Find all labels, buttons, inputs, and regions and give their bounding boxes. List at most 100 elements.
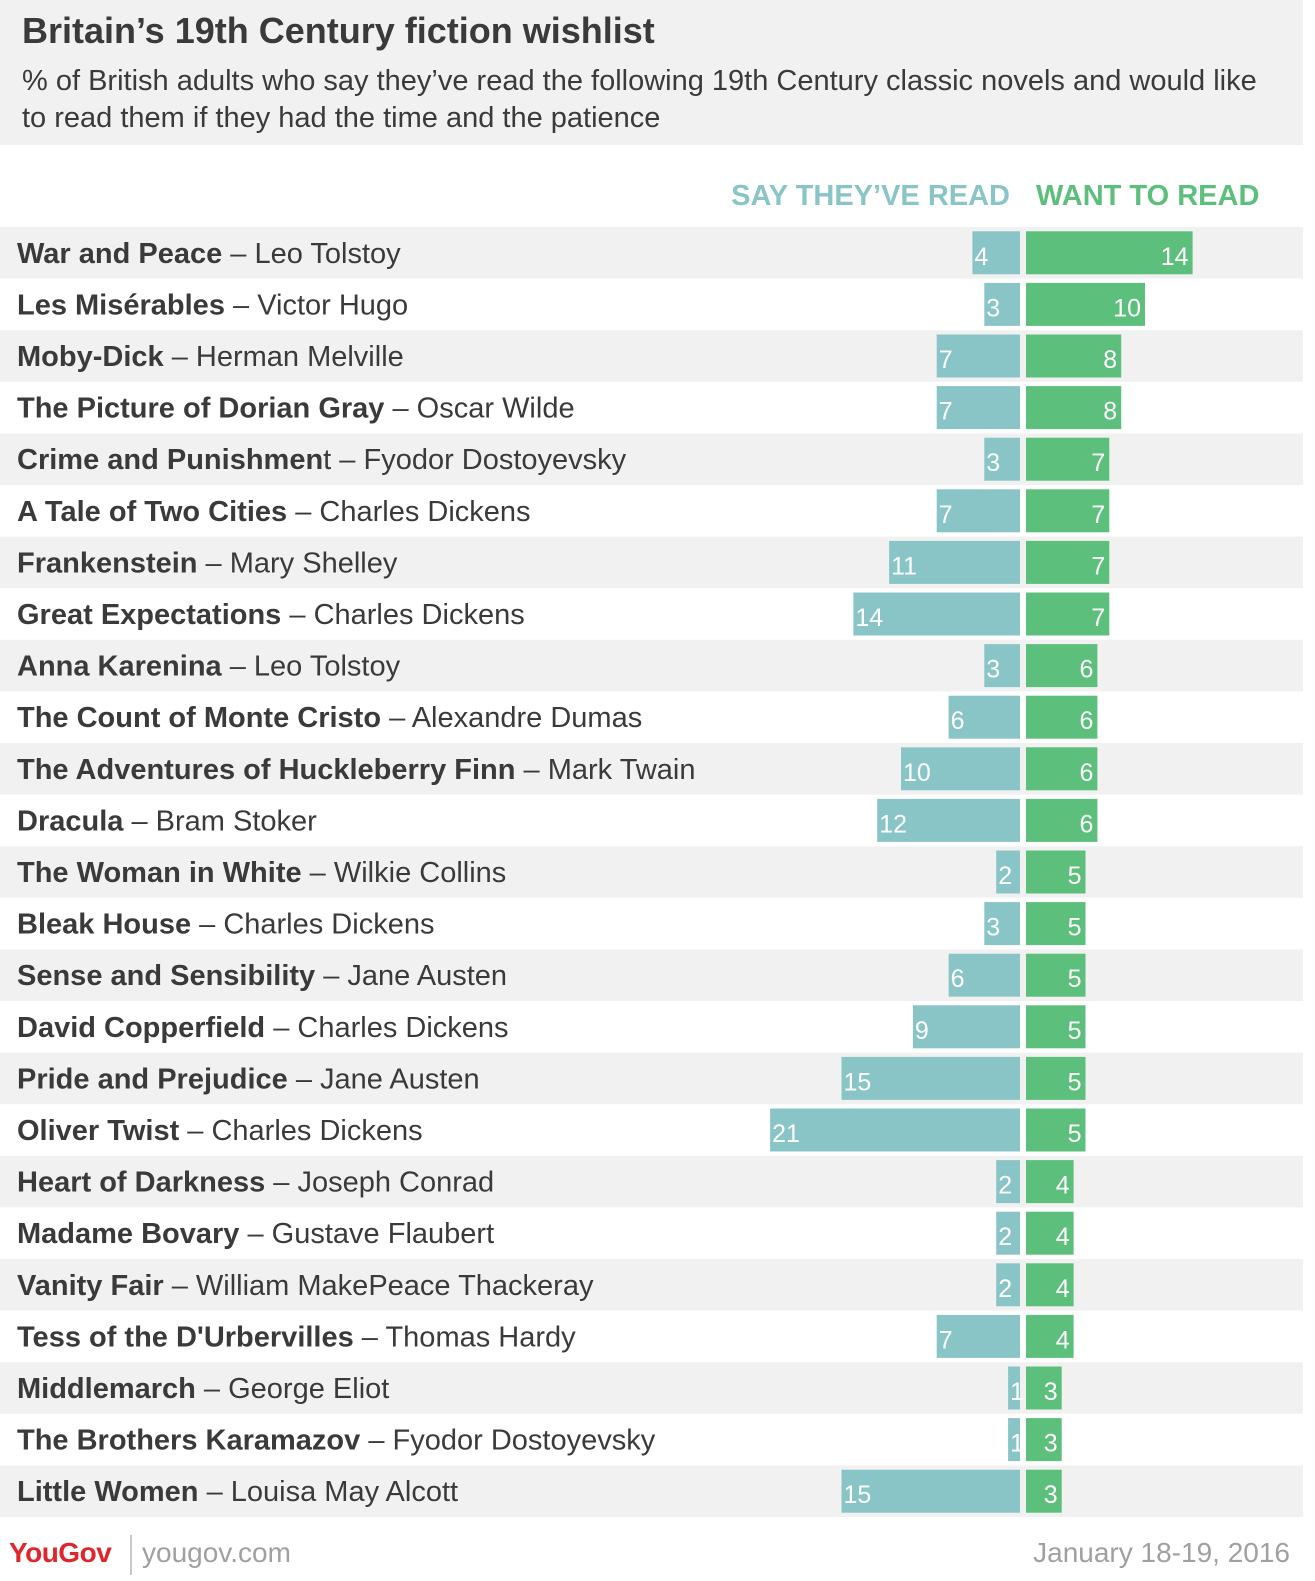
want-value-label: 5 — [1068, 862, 1082, 890]
row-label: A Tale of Two Cities – Charles Dickens — [17, 496, 531, 528]
read-value-label: 4 — [974, 243, 988, 271]
book-title: Middlemarch — [17, 1373, 196, 1405]
row-label: Little Women – Louisa May Alcott — [17, 1476, 458, 1508]
read-value-label: 1 — [1010, 1430, 1024, 1458]
want-bar — [1026, 1418, 1062, 1462]
want-bar — [1026, 1211, 1074, 1255]
book-title: Dracula — [17, 805, 124, 837]
read-bar — [948, 953, 1020, 997]
read-value-label: 1 — [1010, 1378, 1024, 1406]
want-bar — [1026, 1160, 1074, 1204]
footer-divider — [130, 1535, 132, 1575]
read-value-label: 12 — [879, 810, 907, 838]
want-value-label: 7 — [1091, 501, 1105, 529]
book-title: War and Peace — [17, 238, 222, 270]
want-value-label: 5 — [1068, 1120, 1082, 1148]
column-header-want: WANT TO READ — [1036, 180, 1260, 212]
want-bar — [1026, 282, 1145, 326]
want-bar — [1026, 953, 1086, 997]
want-bar — [1026, 695, 1098, 739]
book-title: The Woman in White — [17, 857, 302, 889]
book-author: – Charles Dickens — [179, 1115, 422, 1147]
read-value-label: 15 — [844, 1481, 872, 1509]
chart-title: Britain’s 19th Century fiction wishlist — [22, 10, 655, 51]
want-bar — [1026, 231, 1193, 275]
read-value-label: 11 — [891, 552, 917, 580]
book-title: Les Misérables — [17, 289, 225, 321]
header-panel: Britain’s 19th Century fiction wishlist … — [0, 0, 1303, 145]
book-author: – Thomas Hardy — [354, 1321, 576, 1353]
row-label: Heart of Darkness – Joseph Conrad — [17, 1167, 494, 1199]
read-bar — [984, 282, 1020, 326]
want-value-label: 6 — [1079, 656, 1093, 684]
book-author: – Herman Melville — [164, 341, 404, 373]
want-value-label: 8 — [1103, 398, 1117, 426]
book-author: – Charles Dickens — [287, 496, 530, 528]
row-label: Anna Karenina – Leo Tolstoy — [17, 651, 401, 683]
read-value-label: 7 — [939, 1326, 953, 1354]
book-author: – George Eliot — [196, 1373, 389, 1405]
row-band — [0, 1362, 1303, 1414]
book-title: Great Expectations — [17, 599, 281, 631]
book-title: Little Women — [17, 1476, 199, 1508]
want-value-label: 5 — [1068, 1017, 1082, 1045]
want-value-label: 7 — [1091, 552, 1105, 580]
want-bar — [1026, 1366, 1062, 1410]
book-author: – Fyodor Dostoyevsky — [331, 444, 626, 476]
read-value-label: 7 — [939, 398, 953, 426]
read-bar — [996, 1211, 1020, 1255]
want-value-label: 7 — [1091, 449, 1105, 477]
row-label: Vanity Fair – William MakePeace Thackera… — [17, 1270, 594, 1302]
want-value-label: 5 — [1068, 965, 1082, 993]
book-author: – Jane Austen — [288, 1063, 480, 1095]
row-band — [0, 949, 1303, 1001]
want-bar — [1026, 489, 1110, 533]
want-bar — [1026, 1005, 1086, 1049]
read-bar — [936, 386, 1020, 430]
book-title: Bleak House — [17, 909, 191, 941]
row-label: The Brothers Karamazov – Fyodor Dostoyev… — [17, 1425, 656, 1457]
row-label: Middlemarch – George Eliot — [17, 1373, 389, 1405]
row-label: The Woman in White – Wilkie Collins — [17, 857, 506, 889]
want-bar — [1026, 747, 1098, 791]
footer-site: yougov.com — [142, 1537, 291, 1568]
read-value-label: 3 — [986, 449, 1000, 477]
read-value-label: 15 — [844, 1068, 872, 1096]
want-value-label: 4 — [1056, 1275, 1070, 1303]
book-author: – Jane Austen — [315, 960, 507, 992]
read-bar — [984, 644, 1020, 688]
row-label: Dracula – Bram Stoker — [17, 805, 317, 837]
want-bar — [1026, 1108, 1086, 1152]
read-value-label: 9 — [915, 1017, 929, 1045]
row-band — [0, 1155, 1303, 1208]
book-author: – Alexandre Dumas — [381, 702, 642, 734]
row-label: Sense and Sensibility – Jane Austen — [17, 960, 507, 992]
want-value-label: 4 — [1056, 1223, 1070, 1251]
book-author: – Wilkie Collins — [302, 857, 507, 889]
read-value-label: 7 — [939, 501, 953, 529]
book-title: Tess of the D'Urbervilles — [17, 1321, 354, 1353]
book-author: – Louisa May Alcott — [199, 1476, 459, 1508]
row-label: Pride and Prejudice – Jane Austen — [17, 1063, 480, 1095]
row-band — [0, 1259, 1303, 1311]
chart-subtitle: % of British adults who say they’ve read… — [22, 65, 1257, 134]
book-author: – Gustave Flaubert — [239, 1218, 494, 1250]
want-bar — [1026, 386, 1122, 430]
read-bar — [770, 1108, 1020, 1152]
want-bar — [1026, 644, 1098, 688]
read-bar — [901, 747, 1020, 791]
book-author: – Fyodor Dostoyevsky — [360, 1425, 655, 1457]
book-title: Crime and Punishmen — [17, 444, 323, 476]
book-title: Sense and Sensibility — [17, 960, 315, 992]
book-author: – Leo Tolstoy — [222, 651, 401, 683]
read-bar — [984, 902, 1020, 946]
yougov-logo: YouGov — [9, 1537, 112, 1568]
footer-date: January 18-19, 2016 — [1033, 1537, 1290, 1568]
want-value-label: 3 — [1044, 1378, 1058, 1406]
read-bar — [936, 334, 1020, 378]
row-label: War and Peace – Leo Tolstoy — [17, 238, 401, 270]
read-value-label: 3 — [986, 656, 1000, 684]
book-author: – Charles Dickens — [265, 1012, 508, 1044]
book-author: – Oscar Wilde — [384, 393, 574, 425]
row-label: Oliver Twist – Charles Dickens — [17, 1115, 423, 1147]
